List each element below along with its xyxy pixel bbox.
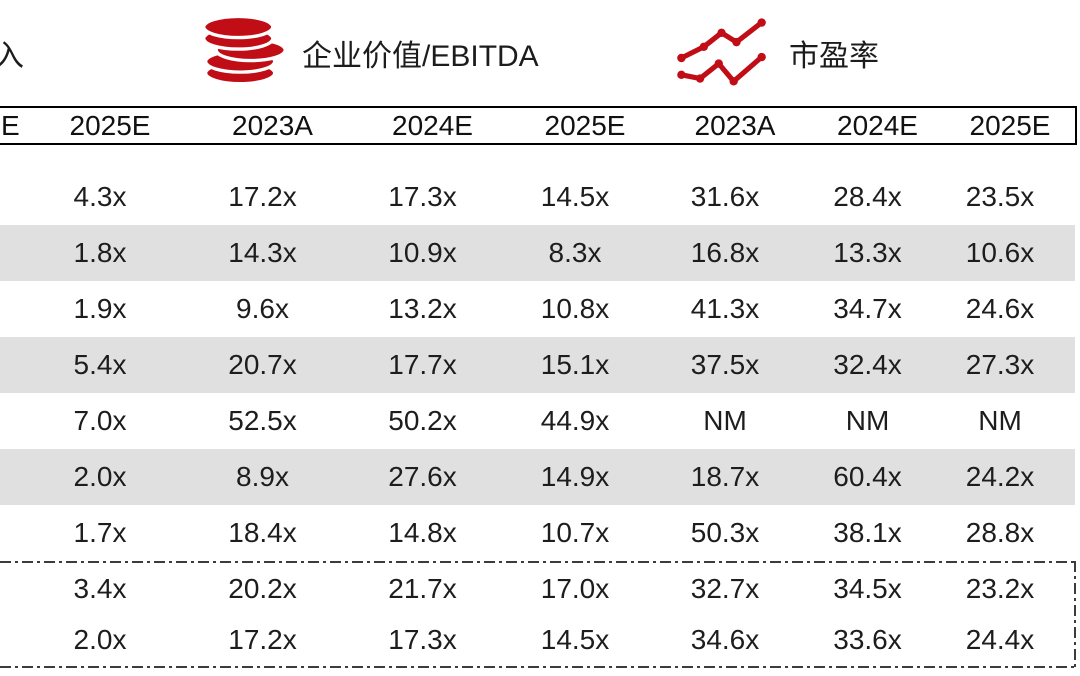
table-cell: 20.2x — [228, 572, 297, 604]
table-cell: 17.0x — [540, 572, 610, 604]
summary-right-dashed-border — [1074, 561, 1076, 668]
table-cell: 50.3x — [690, 517, 760, 548]
table-cell: 4.3x — [73, 181, 127, 212]
column-header: 2024E — [837, 109, 918, 141]
table-cell: 16.8x — [690, 237, 760, 268]
table-cell: 14.8x — [388, 517, 457, 548]
table-cell: 32.4x — [833, 349, 902, 380]
table-cell: 14.5x — [540, 623, 610, 655]
table-cell: NM — [703, 405, 747, 436]
table-cell: 17.3x — [388, 623, 457, 655]
table-cell: 28.8x — [965, 517, 1035, 548]
table-row: 2.0x 8.9x 27.6x 14.9x 18.7x 60.4x 24.2x — [0, 449, 1075, 505]
table-cell: 17.7x — [388, 349, 457, 380]
table-cell: 18.4x — [228, 517, 297, 548]
table-cell: 14.3x — [228, 237, 297, 268]
table-row: 1.7x 18.4x 14.8x 10.7x 50.3x 38.1x 28.8x — [0, 505, 1075, 561]
table-cell: 14.9x — [540, 461, 610, 492]
table-cell: NM — [845, 405, 890, 436]
table-body: 4.3x 17.2x 17.3x 14.5x 31.6x 28.4x 23.5x 1.8x 14… — [0, 145, 1075, 561]
table-cell: 28.4x — [833, 181, 902, 212]
table-cell: 52.5x — [228, 405, 297, 436]
summary-top-dashed-border — [0, 561, 1076, 563]
table-cell: 20.7x — [228, 349, 297, 380]
table-cell: NM — [978, 405, 1022, 436]
table-cell: 10.8x — [540, 293, 610, 324]
column-header-clipped: E — [1, 109, 20, 141]
table-cell: 34.5x — [833, 572, 902, 604]
table-cell: 24.4x — [965, 623, 1035, 655]
column-header: 2023A — [694, 109, 776, 141]
table-cell: 32.7x — [690, 572, 760, 604]
table-cell: 37.5x — [690, 349, 760, 380]
table-cell: 8.3x — [548, 237, 602, 268]
table-cell: 13.3x — [833, 237, 902, 268]
table-cell: 2.0x — [73, 623, 127, 655]
table-cell: 44.9x — [540, 405, 610, 436]
column-header: 2024E — [392, 109, 473, 141]
table-cell: 7.0x — [73, 405, 127, 436]
summary-section: 3.4x 20.2x 21.7x 17.0x 32.7x 34.5x 23.2x 2.0x 17… — [0, 561, 1076, 668]
table-cell: 8.9x — [236, 461, 289, 492]
table-cell: 10.7x — [540, 517, 610, 548]
table-cell: 10.9x — [388, 237, 457, 268]
table-cell: 3.4x — [73, 572, 127, 604]
table-cell: 60.4x — [833, 461, 902, 492]
table-cell: 5.4x — [73, 349, 127, 380]
table-cell: 2.0x — [73, 461, 127, 492]
legend-label-ev-revenue-clipped: 入 — [0, 40, 24, 73]
line-chart-icon — [677, 18, 766, 86]
table-cell: 21.7x — [388, 572, 457, 604]
table-row: 1.9x 9.6x 13.2x 10.8x 41.3x 34.7x 24.6x — [0, 281, 1075, 337]
column-header: 2025E — [544, 109, 626, 141]
table-cell: 23.2x — [965, 572, 1035, 604]
table-row: 5.4x 20.7x 17.7x 15.1x 37.5x 32.4x 27.3x — [0, 337, 1075, 393]
table-row: 3.4x 20.2x 21.7x 17.0x 32.7x 34.5x 23.2x — [0, 563, 1075, 614]
table-cell: 41.3x — [690, 293, 760, 324]
table-header-row: E 2025E 2023A 2024E 2025E 2023A 2024E 20… — [0, 106, 1077, 145]
table-cell: 38.1x — [833, 517, 902, 548]
table-cell: 18.7x — [690, 461, 760, 492]
table-cell: 13.2x — [388, 293, 457, 324]
table-cell: 24.6x — [965, 293, 1035, 324]
table-row: 2.0x 17.2x 17.3x 14.5x 34.6x 33.6x 24.4x — [0, 614, 1075, 665]
table-row: 7.0x 52.5x 50.2x 44.9x NM NM NM — [0, 393, 1075, 449]
summary-bottom-dashed-border — [0, 666, 1076, 668]
table-cell: 14.5x — [540, 181, 610, 212]
table-cell: 1.7x — [73, 517, 127, 548]
table-cell: 33.6x — [833, 623, 902, 655]
legend-label-ev-ebitda: 企业价值/EBITDA — [302, 40, 539, 73]
table-cell: 1.9x — [73, 293, 127, 324]
table-cell: 1.8x — [73, 237, 127, 268]
table-row: 4.3x 17.2x 17.3x 14.5x 31.6x 28.4x 23.5x — [0, 169, 1075, 225]
table-cell: 50.2x — [388, 405, 457, 436]
column-header: 2025E — [969, 109, 1051, 141]
table-cell: 31.6x — [690, 181, 760, 212]
legend-label-pe-ratio: 市盈率 — [789, 40, 879, 73]
table-cell: 34.6x — [690, 623, 760, 655]
table-cell: 23.5x — [965, 181, 1035, 212]
table-cell: 34.7x — [833, 293, 902, 324]
table-cell: 9.6x — [236, 293, 289, 324]
table-cell: 27.3x — [965, 349, 1035, 380]
table-cell: 24.2x — [965, 461, 1035, 492]
table-cell: 10.6x — [965, 237, 1035, 268]
column-header: 2023A — [232, 109, 313, 141]
table-cell: 17.3x — [388, 181, 457, 212]
table-cell: 15.1x — [540, 349, 610, 380]
table-row: 1.8x 14.3x 10.9x 8.3x 16.8x 13.3x 10.6x — [0, 225, 1075, 281]
coins-icon — [202, 14, 287, 86]
table-cell: 17.2x — [228, 623, 297, 655]
table-cell: 17.2x — [228, 181, 297, 212]
column-header: 2025E — [69, 109, 151, 141]
table-cell: 27.6x — [388, 461, 457, 492]
table-body-top-spacer — [0, 145, 1075, 169]
